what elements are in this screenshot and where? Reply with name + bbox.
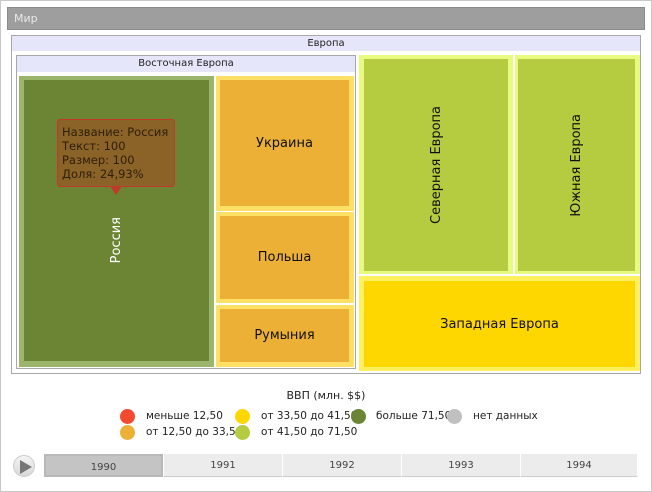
cell-western-europe[interactable]: Западная Европа — [364, 281, 635, 367]
timeline-year-1990[interactable]: 1990 — [44, 454, 163, 477]
cell-southern-europe[interactable]: Южная Европа — [518, 59, 635, 271]
legend-dot-lightgreen-icon — [235, 425, 250, 440]
legend-dot-yellow-icon — [235, 409, 250, 424]
group-header-eastern-europe[interactable]: Восточная Европа — [17, 56, 355, 72]
cell-poland[interactable]: Польша — [220, 216, 349, 299]
legend-title: ВВП (млн. $$) — [286, 389, 366, 402]
cell-label: Украина — [256, 135, 313, 151]
cell-label: Россия — [109, 217, 124, 264]
cell-label: Польша — [257, 250, 312, 265]
legend-label: нет данных — [473, 410, 538, 422]
legend-dot-orange-icon — [120, 425, 135, 440]
timeline-year-1992[interactable]: 1992 — [283, 454, 402, 477]
legend-dot-red-icon — [120, 409, 135, 424]
group-header-europe[interactable]: Европа — [12, 36, 640, 51]
play-icon — [20, 460, 32, 474]
root-header-mir[interactable]: Мир — [7, 7, 645, 30]
cell-northern-europe[interactable]: Северная Европа — [364, 59, 508, 271]
tooltip-text: Текст: 100 — [62, 139, 126, 153]
legend-dot-gray-icon — [447, 409, 462, 424]
timeline-year-1993[interactable]: 1993 — [402, 454, 521, 477]
play-button[interactable] — [13, 455, 35, 477]
legend-label: от 12,50 до 33,50 — [146, 426, 243, 438]
tooltip-name: Название: Россия — [62, 125, 169, 139]
timeline-year-1991[interactable]: 1991 — [164, 454, 283, 477]
timeline-year-1994[interactable]: 1994 — [521, 454, 638, 477]
legend-label: больше 71,50 — [376, 410, 452, 422]
tooltip: Название: Россия Текст: 100 Размер: 100 … — [57, 119, 175, 187]
legend-label: меньше 12,50 — [146, 410, 223, 422]
tooltip-share: Доля: 24,93% — [62, 167, 144, 181]
cell-ukraine[interactable]: Украина — [220, 80, 349, 206]
legend-label: от 33,50 до 41,50 — [261, 410, 358, 422]
cell-romania[interactable]: Румыния — [220, 309, 349, 362]
cell-label: Румыния — [254, 328, 315, 343]
legend-dot-darkgreen-icon — [351, 409, 366, 424]
cell-label: Южная Европа — [569, 113, 584, 217]
legend-label: от 41,50 до 71,50 — [261, 426, 358, 438]
cell-label: Западная Европа — [440, 316, 559, 332]
tooltip-pointer — [110, 186, 122, 195]
cell-label: Северная Европа — [428, 106, 444, 224]
tooltip-size: Размер: 100 — [62, 153, 135, 167]
